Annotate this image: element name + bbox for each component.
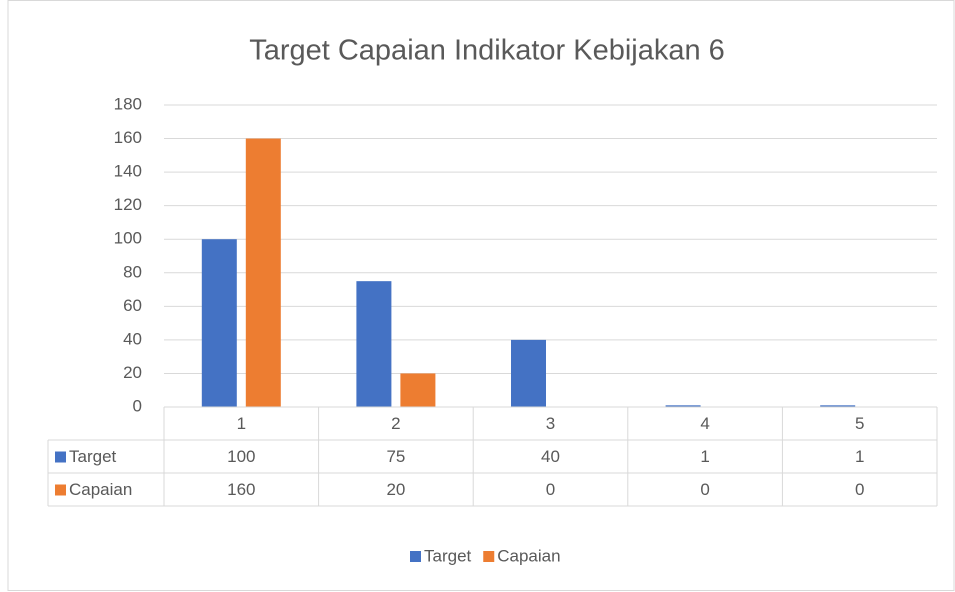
bar [356, 281, 392, 407]
table-value: 160 [227, 480, 255, 499]
y-tick-label: 0 [133, 396, 142, 415]
chart-border [7, 0, 955, 591]
legend-label: Capaian [497, 546, 560, 565]
table-legend-key [55, 451, 66, 463]
table-value: 1 [700, 447, 709, 466]
y-tick-label: 120 [114, 195, 142, 214]
table-value: 1 [855, 447, 864, 466]
legend-label: Target [424, 546, 472, 565]
x-tick-label: 2 [391, 414, 400, 433]
bar [201, 239, 237, 407]
y-tick-label: 100 [114, 229, 142, 248]
table-value: 40 [541, 447, 560, 466]
chart-title: Target Capaian Indikator Kebijakan 6 [249, 35, 725, 67]
table-series-name: Target [69, 447, 117, 466]
x-tick-label: 4 [700, 414, 709, 433]
y-tick-label: 20 [123, 363, 142, 382]
y-tick-label: 160 [114, 128, 142, 147]
bar [665, 405, 701, 407]
y-tick-label: 40 [123, 329, 142, 348]
table-value: 0 [546, 480, 555, 499]
table-value: 20 [386, 480, 405, 499]
x-tick-label: 5 [855, 414, 864, 433]
bar [820, 405, 856, 407]
table-value: 100 [227, 447, 255, 466]
table-legend-key [55, 484, 66, 496]
table-value: 0 [700, 480, 709, 499]
table-series-name: Capaian [69, 480, 132, 499]
bar [245, 138, 281, 408]
table-value: 0 [855, 480, 864, 499]
table-value: 75 [386, 447, 405, 466]
y-tick-label: 180 [114, 94, 142, 113]
bar [400, 373, 436, 407]
x-tick-label: 1 [237, 414, 246, 433]
bar [511, 339, 546, 407]
x-tick-label: 3 [546, 414, 555, 433]
y-tick-label: 80 [123, 262, 142, 281]
y-tick-label: 140 [114, 162, 142, 181]
legend-key [483, 551, 495, 562]
y-tick-label: 60 [123, 296, 142, 315]
legend-key [410, 551, 421, 562]
